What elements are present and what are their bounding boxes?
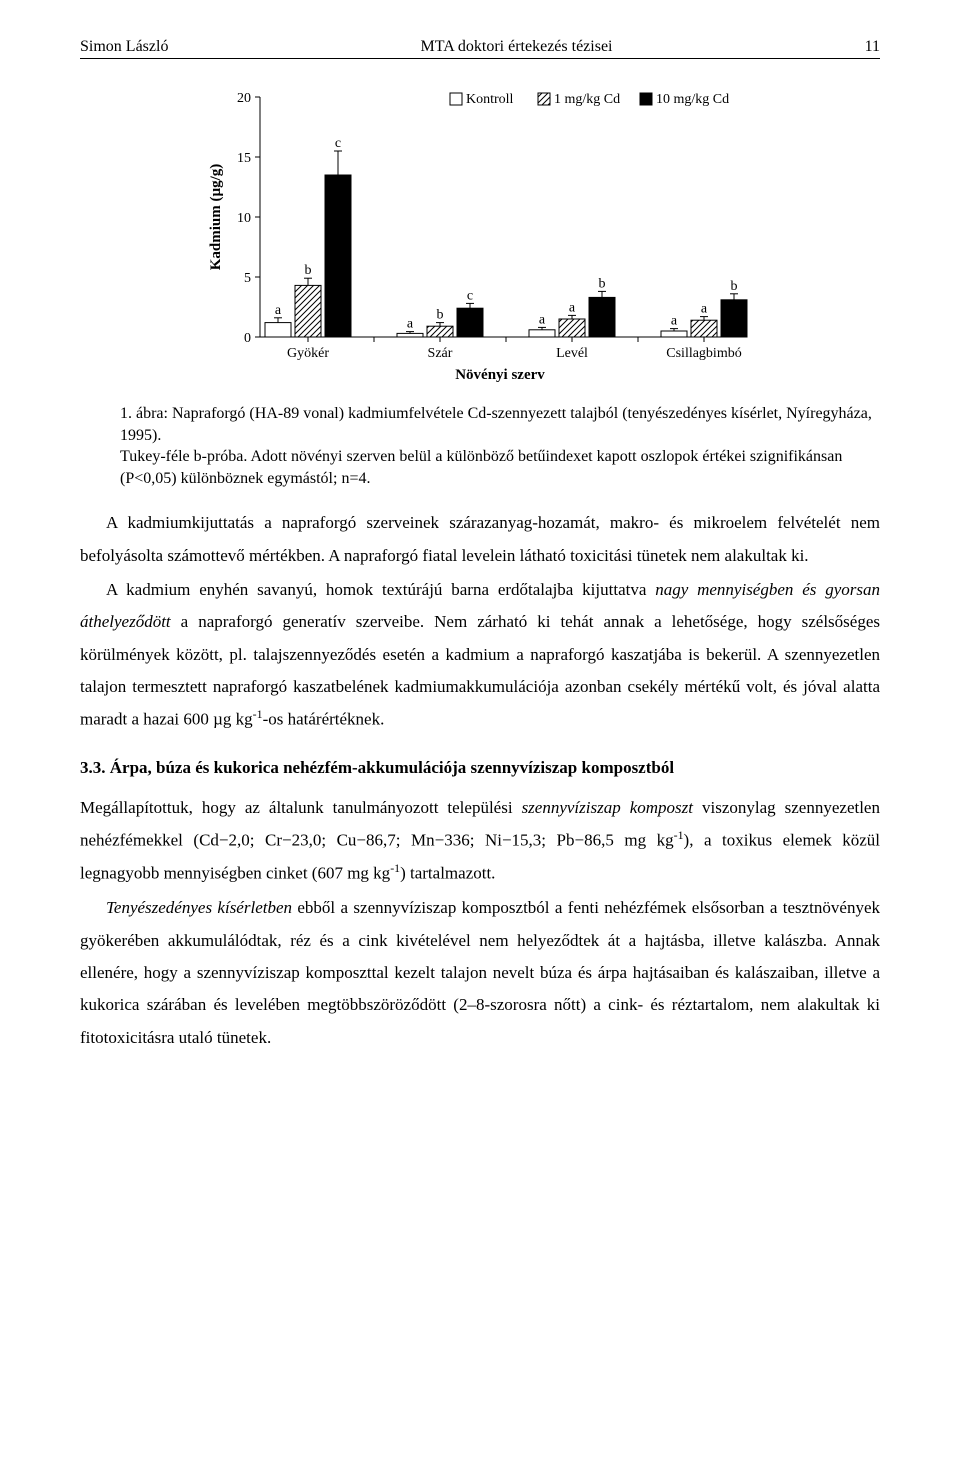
svg-text:1 mg/kg Cd: 1 mg/kg Cd: [554, 92, 620, 107]
header-title: MTA doktori értekezés tézisei: [421, 38, 613, 56]
page-header: Simon László MTA doktori értekezés tézis…: [80, 38, 880, 59]
svg-text:Szár: Szár: [428, 346, 453, 361]
svg-text:b: b: [731, 279, 738, 294]
body-paragraphs-2: Megállapítottuk, hogy az általunk tanulm…: [80, 792, 880, 1054]
svg-text:c: c: [467, 288, 473, 303]
svg-text:Csillagbimbó: Csillagbimbó: [666, 346, 741, 361]
paragraph: A kadmium enyhén savanyú, homok textúráj…: [80, 574, 880, 736]
paragraph: A kadmiumkijuttatás a napraforgó szervei…: [80, 507, 880, 572]
svg-text:a: a: [275, 303, 282, 318]
svg-text:b: b: [305, 263, 312, 278]
paragraph: Tenyészedényes kísérletben ebből a szenn…: [80, 892, 880, 1053]
svg-text:a: a: [539, 312, 546, 327]
caption-line2: Tukey-féle b-próba. Adott növényi szerve…: [120, 448, 842, 487]
svg-text:20: 20: [237, 91, 251, 106]
svg-text:10: 10: [237, 211, 251, 226]
chart-container: 05101520Kadmium (µg/g)abcGyökérabcSzáraa…: [200, 87, 760, 387]
paragraph: Megállapítottuk, hogy az általunk tanulm…: [80, 792, 880, 890]
svg-text:10 mg/kg Cd: 10 mg/kg Cd: [656, 92, 729, 107]
svg-text:a: a: [569, 300, 576, 315]
header-page-number: 11: [865, 38, 880, 56]
svg-text:b: b: [599, 276, 606, 291]
figure-caption: 1. ábra: Napraforgó (HA-89 vonal) kadmiu…: [120, 403, 880, 489]
svg-text:0: 0: [244, 331, 251, 346]
svg-text:Levél: Levél: [556, 346, 588, 361]
svg-text:a: a: [701, 302, 708, 317]
body-paragraphs-1: A kadmiumkijuttatás a napraforgó szervei…: [80, 507, 880, 736]
svg-text:5: 5: [244, 271, 251, 286]
cadmium-bar-chart: 05101520Kadmium (µg/g)abcGyökérabcSzáraa…: [200, 87, 760, 387]
svg-text:Kontroll: Kontroll: [466, 92, 514, 107]
svg-text:a: a: [407, 317, 414, 332]
page: Simon László MTA doktori értekezés tézis…: [0, 0, 960, 1096]
header-author: Simon László: [80, 38, 168, 56]
svg-text:a: a: [671, 314, 678, 329]
svg-text:Kadmium (µg/g): Kadmium (µg/g): [208, 164, 224, 271]
svg-text:b: b: [437, 308, 444, 323]
svg-text:Növényi szerv: Növényi szerv: [455, 367, 545, 383]
section-title: 3.3. Árpa, búza és kukorica nehézfém-akk…: [80, 758, 880, 778]
svg-text:Gyökér: Gyökér: [287, 346, 329, 361]
svg-text:15: 15: [237, 151, 251, 166]
caption-line1: 1. ábra: Napraforgó (HA-89 vonal) kadmiu…: [120, 405, 872, 444]
svg-text:c: c: [335, 136, 341, 151]
